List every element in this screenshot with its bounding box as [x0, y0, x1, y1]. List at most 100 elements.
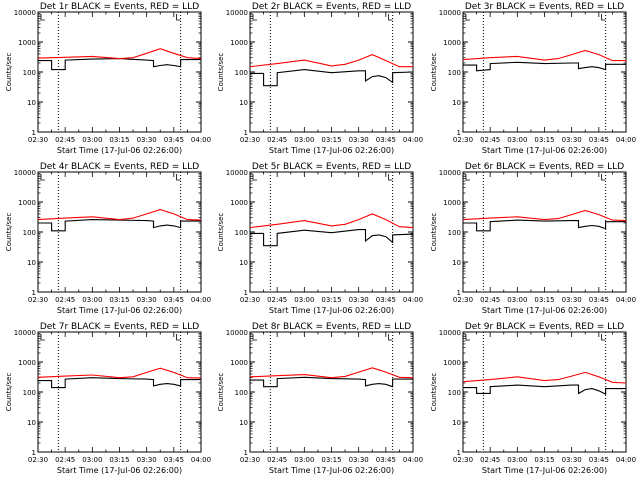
y-tick-label: 10000: [14, 169, 36, 177]
x-tick-label: 04:00: [191, 456, 211, 464]
corner-bracket-mark: [388, 174, 393, 181]
x-tick-label: 04:00: [403, 456, 423, 464]
x-tick-label: 03:30: [562, 456, 582, 464]
x-tick-label: 02:30: [28, 136, 48, 144]
series-line-events: [463, 61, 626, 72]
x-tick-label: 02:45: [55, 296, 75, 304]
chart-panel-9: Det 9r BLACK = Events, RED = LLD Counts/s…: [430, 322, 636, 475]
plot-frame: [37, 171, 202, 293]
plot-frame: [249, 171, 414, 293]
x-tick-label: 02:30: [240, 456, 260, 464]
corner-bracket-mark: [252, 334, 257, 341]
y-tick-label: 1: [32, 129, 36, 137]
x-tick-label: 03:45: [589, 456, 609, 464]
y-tick-label: 10000: [226, 329, 248, 337]
y-tick-label: 100: [23, 69, 36, 77]
chart-panel-4: Det 4r BLACK = Events, RED = LLD Counts/s…: [5, 162, 211, 315]
x-tick-label: 03:00: [294, 456, 314, 464]
series-line-lld: [462, 209, 627, 222]
chart-panel-6: Det 6r BLACK = Events, RED = LLD Counts/s…: [430, 162, 636, 315]
corner-bracket-mark: [176, 14, 181, 21]
chart-panel-8: Det 8r BLACK = Events, RED = LLD Counts/s…: [217, 322, 423, 475]
x-tick-label: 03:45: [164, 136, 184, 144]
chart-title: Det 2r BLACK = Events, RED = LLD: [252, 2, 411, 12]
plot-frame: [37, 11, 202, 133]
y-tick-label: 1000: [443, 359, 461, 367]
corner-bracket-mark: [176, 334, 181, 341]
chart-title: Det 8r BLACK = Events, RED = LLD: [252, 322, 411, 332]
corner-bracket-mark: [601, 14, 606, 21]
x-axis-label: Start Time (17-Jul-06 02:26:00): [482, 306, 607, 315]
chart-title: Det 9r BLACK = Events, RED = LLD: [465, 322, 624, 332]
plot-frame: [462, 11, 627, 133]
x-tick-label: 02:45: [480, 296, 500, 304]
corner-bracket-mark: [40, 174, 45, 181]
y-tick-label: 100: [448, 389, 461, 397]
chart-title: Det 5r BLACK = Events, RED = LLD: [252, 162, 411, 172]
chart-title: Det 4r BLACK = Events, RED = LLD: [40, 162, 199, 172]
y-tick-label: 10: [239, 259, 248, 267]
series-line-events: [463, 384, 626, 395]
x-tick-label: 04:00: [191, 296, 211, 304]
x-tick-label: 03:00: [82, 296, 102, 304]
plot-frame: [462, 171, 627, 293]
series-line-lld: [249, 54, 413, 68]
x-tick-label: 03:30: [349, 136, 369, 144]
chart-panel-2: Det 2r BLACK = Events, RED = LLD Counts/s…: [217, 2, 423, 155]
x-axis-label: Start Time (17-Jul-06 02:26:00): [269, 306, 394, 315]
x-tick-label: 02:30: [240, 136, 260, 144]
x-tick-label: 02:45: [55, 136, 75, 144]
series-line-events: [38, 219, 201, 232]
chart-panel-5: Det 5r BLACK = Events, RED = LLD Counts/s…: [217, 162, 423, 315]
x-tick-label: 03:30: [137, 456, 157, 464]
x-axis-label: Start Time (17-Jul-06 02:26:00): [269, 466, 394, 475]
y-tick-label: 10000: [439, 329, 461, 337]
series-line-lld: [37, 209, 202, 221]
y-tick-label: 1: [32, 449, 36, 457]
y-tick-label: 10: [239, 99, 248, 107]
x-tick-label: 04:00: [616, 136, 636, 144]
y-tick-label: 1000: [18, 39, 36, 47]
y-tick-label: 10000: [14, 9, 36, 17]
y-axis-label: Counts/sec: [5, 213, 13, 252]
y-tick-label: 1: [244, 289, 248, 297]
x-tick-label: 03:30: [137, 296, 157, 304]
chart-title: Det 3r BLACK = Events, RED = LLD: [465, 2, 624, 12]
chart-title: Det 1r BLACK = Events, RED = LLD: [40, 2, 199, 12]
corner-bracket-mark: [252, 14, 257, 21]
y-tick-label: 1000: [230, 39, 248, 47]
x-tick-label: 03:30: [349, 456, 369, 464]
y-axis-label: Counts/sec: [430, 53, 438, 92]
x-tick-label: 04:00: [403, 296, 423, 304]
x-tick-label: 03:15: [109, 456, 129, 464]
plot-frame: [249, 331, 414, 453]
x-tick-label: 04:00: [191, 136, 211, 144]
corner-bracket-mark: [465, 334, 470, 341]
x-axis-label: Start Time (17-Jul-06 02:26:00): [57, 146, 182, 155]
series-line-lld: [249, 367, 414, 379]
y-axis-label: Counts/sec: [430, 213, 438, 252]
y-tick-label: 1: [32, 289, 36, 297]
x-tick-label: 03:15: [534, 136, 554, 144]
y-tick-label: 1: [244, 129, 248, 137]
x-tick-label: 03:15: [109, 136, 129, 144]
corner-bracket-mark: [601, 174, 606, 181]
x-axis-label: Start Time (17-Jul-06 02:26:00): [57, 466, 182, 475]
y-tick-label: 10000: [439, 169, 461, 177]
x-tick-label: 03:15: [321, 456, 341, 464]
y-tick-label: 1000: [443, 199, 461, 207]
x-tick-label: 04:00: [616, 456, 636, 464]
series-line-events: [250, 376, 413, 388]
x-tick-label: 02:45: [480, 456, 500, 464]
y-axis-label: Counts/sec: [5, 53, 13, 92]
y-tick-label: 1: [457, 289, 461, 297]
y-axis-label: Counts/sec: [217, 373, 225, 412]
x-tick-label: 03:00: [82, 456, 102, 464]
x-tick-label: 02:30: [240, 296, 260, 304]
x-tick-label: 03:15: [534, 296, 554, 304]
corner-bracket-mark: [252, 174, 257, 181]
y-tick-label: 100: [235, 229, 248, 237]
x-tick-label: 03:15: [109, 296, 129, 304]
x-tick-label: 03:15: [321, 296, 341, 304]
